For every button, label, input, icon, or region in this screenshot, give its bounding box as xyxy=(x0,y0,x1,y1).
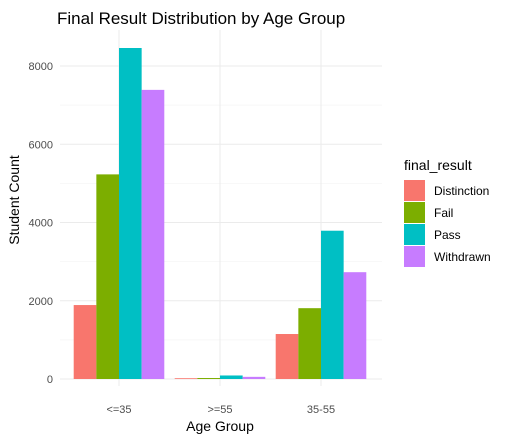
legend-key-distinction xyxy=(404,180,425,201)
x-tick-label: <=35 xyxy=(106,404,131,416)
legend-key-withdrawn xyxy=(404,246,425,267)
legend-label-withdrawn: Withdrawn xyxy=(434,250,491,264)
y-tick-label: 8000 xyxy=(29,61,53,73)
bar-pass-1 xyxy=(220,375,243,379)
bar-distinction-0 xyxy=(73,305,97,379)
legend-key-fail xyxy=(404,202,425,223)
y-tick-label: 2000 xyxy=(29,296,53,308)
bars xyxy=(73,48,367,380)
x-axis-title: Age Group xyxy=(186,418,254,434)
bar-distinction-2 xyxy=(275,334,299,379)
y-tick-label: 6000 xyxy=(29,139,53,151)
bar-withdrawn-0 xyxy=(141,89,165,380)
y-tick-label: 4000 xyxy=(29,218,53,230)
bar-withdrawn-2 xyxy=(343,272,367,379)
x-tick-label: >=55 xyxy=(207,404,232,416)
x-axis-ticks: <=35 >=55 35-55 xyxy=(106,404,335,416)
bar-pass-2 xyxy=(321,230,344,379)
legend-key-pass xyxy=(404,224,425,245)
bar-distinction-1 xyxy=(174,378,198,380)
y-axis-title: Student Count xyxy=(6,155,22,245)
chart-title: Final Result Distribution by Age Group xyxy=(57,9,345,28)
bar-pass-0 xyxy=(119,48,142,379)
legend-title: final_result xyxy=(404,157,472,173)
bar-withdrawn-1 xyxy=(242,376,266,379)
y-tick-label: 0 xyxy=(47,374,53,386)
legend-label-distinction: Distinction xyxy=(434,184,489,198)
legend-label-fail: Fail xyxy=(434,206,453,220)
bar-fail-1 xyxy=(197,378,220,379)
bar-fail-0 xyxy=(96,174,119,379)
legend-label-pass: Pass xyxy=(434,228,461,242)
bar-fail-2 xyxy=(298,308,321,379)
legend: final_result Distinction Fail Pass Withdraw… xyxy=(404,157,491,267)
y-axis-ticks: 0 2000 4000 6000 8000 xyxy=(29,61,53,386)
x-tick-label: 35-55 xyxy=(307,404,335,416)
